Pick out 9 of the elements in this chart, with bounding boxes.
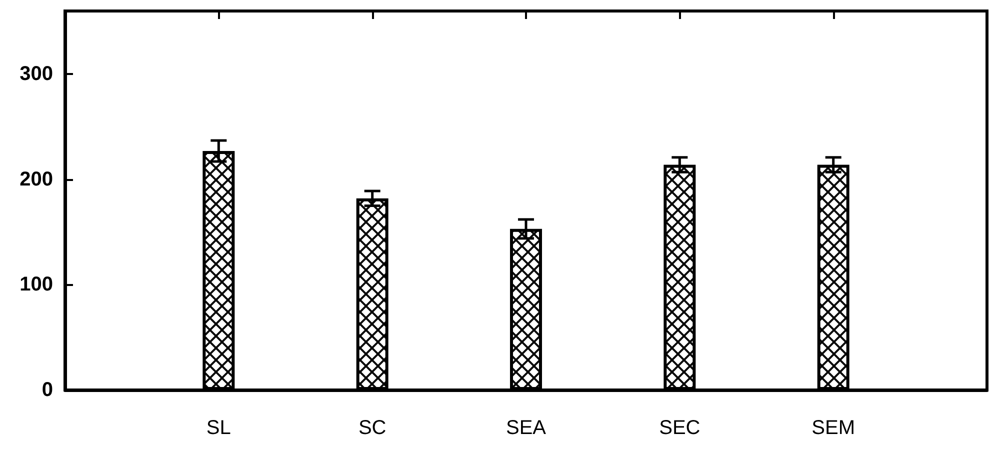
x-tick-label: SEC [659,417,700,439]
y-tick-label: 0 [42,379,53,401]
x-tick-label: SC [358,417,386,439]
y-tick-label: 300 [20,63,53,86]
x-tick-label: SEA [506,417,547,439]
y-tick-label: 100 [20,274,53,296]
y-tick-label: 200 [20,168,53,190]
x-tick-label: SEM [812,417,856,439]
x-tick-label: SL [206,417,231,439]
